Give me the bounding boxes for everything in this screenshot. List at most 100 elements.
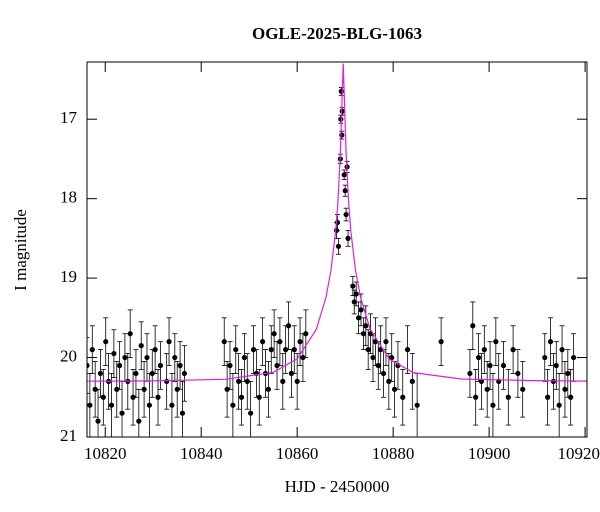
data-point — [467, 370, 473, 377]
data-point — [127, 331, 133, 337]
data-point — [500, 362, 507, 369]
data-point — [353, 291, 359, 297]
data-point — [358, 307, 364, 313]
data-point — [92, 386, 98, 392]
data-point — [360, 331, 366, 337]
data-point — [100, 394, 106, 400]
data-point — [409, 378, 415, 384]
data-point — [438, 339, 444, 345]
data-point — [260, 339, 266, 345]
data-point — [475, 354, 482, 361]
data-point — [335, 243, 342, 249]
data-point — [141, 386, 147, 392]
data-point — [291, 347, 297, 353]
data-point — [164, 378, 170, 384]
data-point — [97, 370, 104, 377]
data-point — [473, 394, 479, 400]
data-point — [490, 402, 496, 408]
data-point — [114, 386, 120, 392]
data-point — [149, 370, 155, 377]
model-curve — [87, 63, 587, 382]
data-point — [400, 394, 406, 400]
data-point — [166, 339, 172, 345]
data-point — [484, 386, 490, 392]
data-point — [169, 402, 175, 408]
data-point — [138, 343, 144, 349]
data-point — [288, 370, 295, 377]
data-point — [351, 299, 357, 305]
data-point — [562, 386, 568, 392]
data-point — [268, 347, 274, 353]
data-point — [155, 394, 161, 400]
data-point — [383, 339, 389, 345]
data-point — [244, 378, 250, 384]
data-point — [470, 323, 476, 329]
data-point — [510, 347, 516, 353]
data-point — [338, 88, 344, 94]
y-tick-label: 19 — [60, 267, 77, 286]
plot-frame — [86, 61, 588, 438]
data-point — [95, 418, 101, 424]
x-tick-label: 10900 — [468, 444, 511, 463]
data-point — [179, 410, 186, 416]
data-point — [146, 402, 152, 408]
data-point — [414, 402, 420, 408]
data-point — [350, 283, 356, 289]
data-point — [363, 323, 369, 329]
data-point — [172, 354, 178, 361]
data-point — [136, 418, 142, 424]
data-point — [303, 331, 309, 337]
chart-title: OGLE-2025-BLG-1063 — [252, 24, 422, 43]
data-point — [181, 370, 188, 377]
data-point — [241, 354, 247, 361]
x-tick-label: 10820 — [84, 444, 127, 463]
data-point — [256, 394, 262, 400]
data-point — [553, 362, 559, 369]
data-point — [271, 331, 277, 337]
data-point — [122, 354, 128, 361]
data-point — [370, 354, 376, 361]
plot-area — [87, 63, 587, 437]
data-point — [556, 402, 562, 408]
x-tick-label: 10880 — [372, 444, 415, 463]
data-point — [355, 315, 362, 321]
data-point — [386, 378, 392, 384]
y-tick-label: 17 — [60, 108, 78, 127]
data-point — [365, 347, 371, 353]
y-tick-label: 21 — [60, 426, 77, 445]
data-point — [493, 339, 499, 345]
data-point — [103, 339, 109, 345]
data-point — [238, 394, 245, 400]
data-point — [177, 362, 183, 369]
x-tick-label: 10920 — [558, 444, 600, 463]
data-point — [547, 339, 554, 345]
data-point — [144, 354, 150, 361]
data-point — [133, 370, 139, 377]
data-point — [117, 362, 123, 369]
data-point — [389, 354, 395, 361]
data-point — [515, 370, 521, 377]
data-point — [108, 402, 115, 408]
data-point — [119, 410, 125, 416]
y-tick-label: 20 — [60, 346, 77, 365]
data-point — [545, 394, 551, 400]
data-point — [568, 394, 574, 400]
data-point — [345, 235, 351, 241]
data-point — [233, 347, 239, 353]
data-point — [478, 378, 485, 384]
data-point — [89, 347, 95, 353]
data-point — [542, 354, 548, 361]
data-point — [559, 347, 565, 353]
data-point — [248, 410, 254, 416]
data-point — [520, 386, 526, 392]
data-point — [565, 370, 571, 377]
data-point — [230, 402, 236, 408]
data-point — [487, 362, 493, 369]
data-point — [505, 394, 511, 400]
data-point — [130, 394, 136, 400]
data-point — [481, 347, 487, 353]
data-point — [380, 370, 387, 377]
data-point — [294, 378, 300, 384]
